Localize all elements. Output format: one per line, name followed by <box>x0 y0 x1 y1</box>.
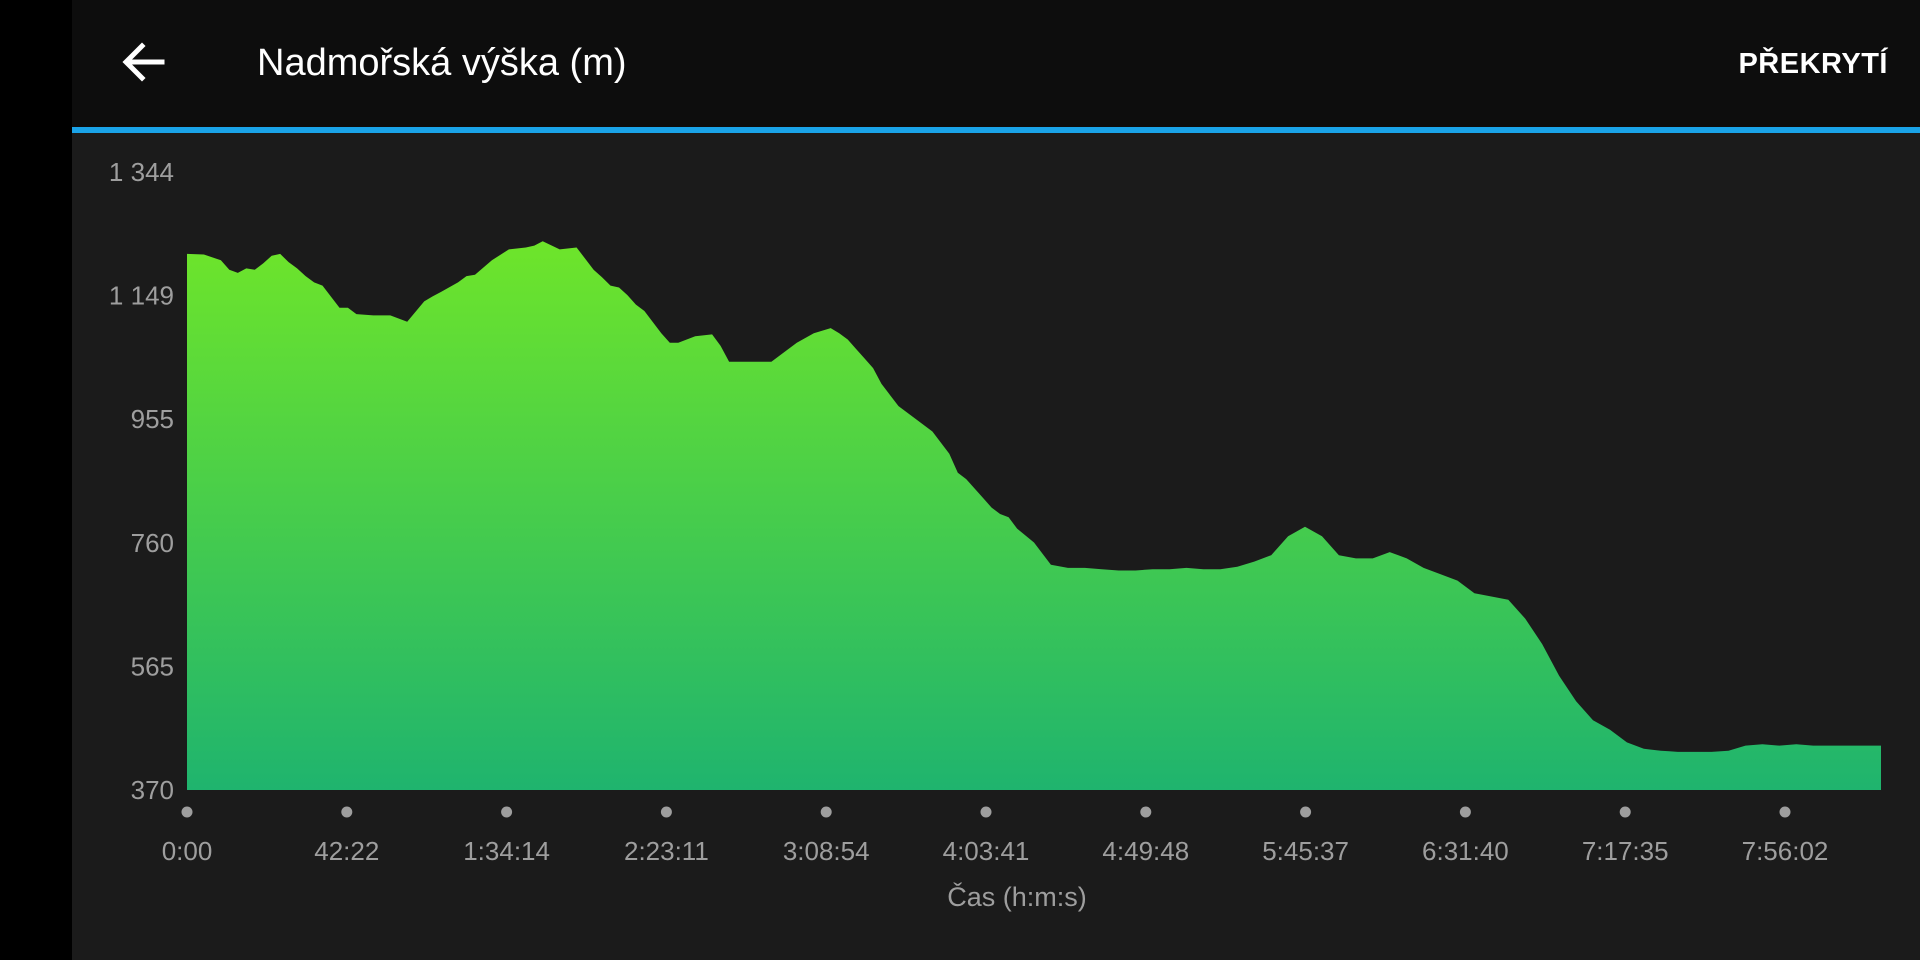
x-tick-dot <box>820 806 832 818</box>
page-title: Nadmořská výška (m) <box>257 42 627 84</box>
x-tick-dot <box>181 806 193 818</box>
x-tick-label: 4:49:48 <box>1102 836 1189 866</box>
y-tick-label: 565 <box>131 651 174 681</box>
x-tick-label: 7:56:02 <box>1742 836 1829 866</box>
x-tick-label: 4:03:41 <box>943 836 1030 866</box>
x-tick-label: 6:31:40 <box>1422 836 1509 866</box>
x-tick-label: 5:45:37 <box>1262 836 1349 866</box>
y-tick-label: 760 <box>131 528 174 558</box>
x-tick-dot <box>980 806 992 818</box>
y-tick-label: 1 344 <box>109 157 174 187</box>
x-tick-dot <box>1300 806 1312 818</box>
x-tick-label: 0:00 <box>162 836 213 866</box>
elevation-area <box>187 241 1881 790</box>
arrow-left-icon <box>122 42 165 82</box>
x-tick-dot <box>1779 806 1791 818</box>
y-axis-ticks: 1 344 1 149 955 760 565 370 <box>109 157 174 805</box>
y-tick-label: 1 149 <box>109 281 174 311</box>
x-axis-label: Čas (h:m:s) <box>947 881 1087 912</box>
x-tick-label: 3:08:54 <box>783 836 870 866</box>
x-tick-dot <box>1619 806 1631 818</box>
x-tick-dot <box>660 806 672 818</box>
y-tick-label: 955 <box>131 404 174 434</box>
header-accent-line <box>72 127 1920 133</box>
x-tick-label: 2:23:11 <box>624 836 709 866</box>
x-axis-dots <box>181 806 1791 818</box>
overlay-button[interactable]: PŘEKRYTÍ <box>1738 48 1888 80</box>
back-button[interactable] <box>112 30 176 94</box>
x-tick-dot <box>501 806 513 818</box>
x-tick-dot <box>341 806 353 818</box>
app-screen: Nadmořská výška (m) PŘEKRYTÍ 1 344 1 149 9… <box>72 0 1920 960</box>
x-tick-label: 1:34:14 <box>463 836 550 866</box>
elevation-chart: 1 344 1 149 955 760 565 370 0:00 42:22 1:34:14 2… <box>109 157 1881 912</box>
x-tick-dot <box>1459 806 1471 818</box>
y-tick-label: 370 <box>131 775 174 805</box>
x-axis-ticks: 0:00 42:22 1:34:14 2:23:11 3:08:54 4:03:41 4:4… <box>162 836 1829 866</box>
x-tick-label: 42:22 <box>314 836 379 866</box>
app-header: Nadmořská výška (m) PŘEKRYTÍ <box>72 0 1920 127</box>
left-edge-bar <box>0 0 72 960</box>
x-tick-dot <box>1140 806 1152 818</box>
x-tick-label: 7:17:35 <box>1582 836 1669 866</box>
